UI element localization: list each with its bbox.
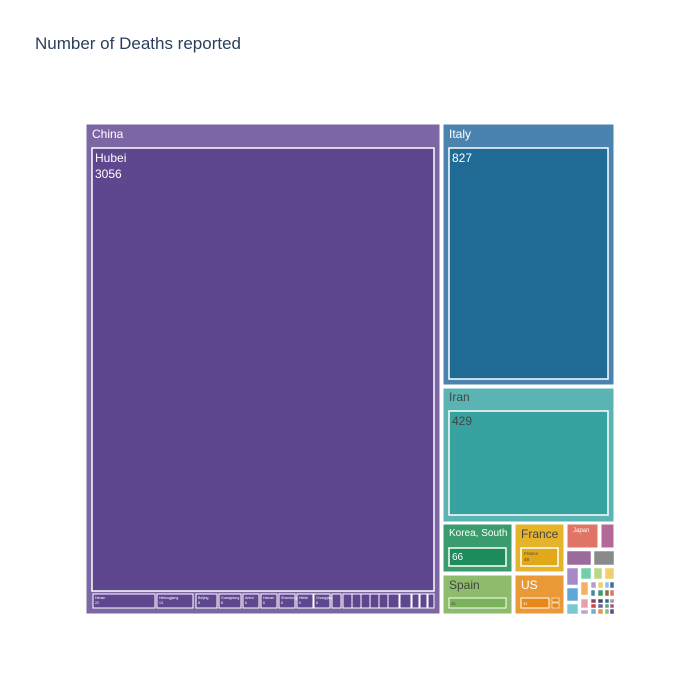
country-tile-minor-5[interactable] bbox=[580, 567, 592, 580]
region-label-heilongjiang: Heilongjiang bbox=[159, 596, 178, 600]
region-value-france: 48 bbox=[524, 557, 530, 562]
country-label-us: US bbox=[521, 578, 538, 592]
country-tile-minor-9[interactable] bbox=[580, 581, 589, 596]
country-tile-minor-1[interactable] bbox=[600, 523, 615, 549]
country-label-spain: Spain bbox=[449, 578, 480, 592]
region-tile-beijing[interactable] bbox=[195, 593, 218, 609]
region-value-hainan: 6 bbox=[263, 601, 265, 605]
region-tile-guangdong[interactable] bbox=[218, 593, 242, 609]
region-label-anhui: Anhui bbox=[245, 596, 254, 600]
country-label-korea-south: Korea, South bbox=[449, 528, 507, 539]
region-tile-hainan[interactable] bbox=[260, 593, 278, 609]
region-tile-minor-14[interactable] bbox=[378, 593, 389, 609]
region-tile-minor-12[interactable] bbox=[360, 593, 371, 609]
region-value-henan: 22 bbox=[95, 601, 99, 605]
country-tile-minor-29[interactable] bbox=[590, 608, 597, 615]
region-tile-heilongjiang[interactable] bbox=[156, 593, 194, 609]
country-tile-minor-10[interactable] bbox=[590, 581, 597, 589]
country-tile-minor-6[interactable] bbox=[593, 567, 603, 580]
region-tile-shandong[interactable] bbox=[278, 593, 296, 609]
region-tile-minor-15[interactable] bbox=[387, 593, 400, 609]
country-tile-minor-2[interactable] bbox=[566, 550, 592, 566]
country-tile-minor-22[interactable] bbox=[604, 598, 610, 604]
country-tile-minor-15[interactable] bbox=[597, 589, 604, 597]
country-tile-minor-20[interactable] bbox=[590, 598, 597, 604]
country-tile-minor-28[interactable] bbox=[580, 609, 589, 615]
region-value-hubei: 3056 bbox=[95, 167, 122, 181]
country-tile-minor-18[interactable] bbox=[566, 603, 579, 615]
country-label-iran: Iran bbox=[449, 390, 470, 404]
region-label-hebei: Hebei bbox=[299, 596, 308, 600]
region-label-shandong: Shandong bbox=[281, 596, 297, 600]
region-tile-us-3[interactable] bbox=[551, 602, 560, 609]
country-tile-minor-31[interactable] bbox=[604, 608, 610, 615]
country-tile-minor-27[interactable] bbox=[609, 603, 615, 609]
region-value-korea-south: 66 bbox=[452, 552, 464, 563]
region-value-us: 31 bbox=[523, 601, 528, 606]
region-value-italy: 827 bbox=[452, 151, 472, 165]
region-tile-minor-19[interactable] bbox=[427, 593, 435, 609]
country-tile-minor-4[interactable] bbox=[566, 567, 579, 586]
country-label-france: France bbox=[521, 527, 559, 541]
region-label-hubei: Hubei bbox=[95, 151, 126, 165]
region-tile-minor-13[interactable] bbox=[369, 593, 380, 609]
country-tile-minor-13[interactable] bbox=[609, 581, 615, 589]
region-tile-minor-17[interactable] bbox=[411, 593, 420, 609]
region-tile-minor-9[interactable] bbox=[331, 593, 342, 609]
region-value-heilongjiang: 13 bbox=[159, 601, 163, 605]
country-tile-minor-7[interactable] bbox=[604, 567, 615, 580]
country-tile-minor-25[interactable] bbox=[597, 603, 604, 609]
country-tile-minor-12[interactable] bbox=[604, 581, 610, 589]
region-tile-minor-16[interactable] bbox=[399, 593, 412, 609]
region-tile-hubei[interactable] bbox=[91, 147, 435, 592]
country-label-china: China bbox=[92, 127, 124, 141]
region-tile-henan[interactable] bbox=[92, 593, 156, 609]
country-tile-minor-3[interactable] bbox=[593, 550, 615, 566]
region-tile-korea-south[interactable] bbox=[448, 547, 507, 567]
region-tile-anhui[interactable] bbox=[242, 593, 260, 609]
country-tile-minor-30[interactable] bbox=[597, 608, 604, 615]
country-tile-minor-16[interactable] bbox=[604, 589, 610, 597]
chart-title: Number of Deaths reported bbox=[35, 34, 241, 53]
region-value-iran: 429 bbox=[452, 414, 472, 428]
region-label-beijing: Beijing bbox=[198, 596, 209, 600]
region-tile-france[interactable] bbox=[520, 547, 559, 567]
region-tile-spain[interactable] bbox=[448, 597, 507, 609]
country-tile-minor-19[interactable] bbox=[580, 598, 589, 609]
region-label-chongqing: Chongqing bbox=[316, 596, 333, 600]
country-tile-minor-17[interactable] bbox=[609, 589, 615, 597]
region-label-henan: Henan bbox=[95, 596, 105, 600]
region-value-hebei: 6 bbox=[299, 601, 301, 605]
region-value-chongqing: 6 bbox=[316, 601, 318, 605]
country-tile-minor-21[interactable] bbox=[597, 598, 604, 604]
region-value-anhui: 6 bbox=[245, 601, 247, 605]
region-label-france: France bbox=[524, 551, 539, 556]
region-tile-minor-11[interactable] bbox=[351, 593, 362, 609]
country-tile-minor-26[interactable] bbox=[604, 603, 610, 609]
country-tile-minor-32[interactable] bbox=[609, 608, 615, 615]
region-value-spain: 35 bbox=[451, 601, 456, 606]
country-tile-minor-24[interactable] bbox=[590, 603, 597, 609]
region-value-shandong: 6 bbox=[281, 601, 283, 605]
region-value-beijing: 8 bbox=[198, 601, 200, 605]
country-tile-japan[interactable] bbox=[566, 523, 599, 549]
region-tile-us-main[interactable] bbox=[520, 597, 550, 609]
region-tile-italy[interactable] bbox=[448, 147, 609, 380]
country-tile-minor-11[interactable] bbox=[597, 581, 604, 589]
region-tile-minor-18[interactable] bbox=[419, 593, 428, 609]
region-tile-minor-10[interactable] bbox=[342, 593, 353, 609]
region-tile-us-2[interactable] bbox=[551, 597, 560, 603]
country-tile-minor-14[interactable] bbox=[590, 589, 596, 597]
region-tile-iran[interactable] bbox=[448, 410, 609, 516]
region-label-hainan: Hainan bbox=[263, 596, 274, 600]
country-tile-minor-8[interactable] bbox=[566, 587, 579, 602]
region-tile-chongqing[interactable] bbox=[313, 593, 331, 609]
region-value-guangdong: 8 bbox=[221, 601, 223, 605]
region-tile-hebei[interactable] bbox=[296, 593, 314, 609]
country-label-japan: Japan bbox=[573, 528, 589, 534]
region-label-guangdong: Guangdong bbox=[221, 596, 239, 600]
country-tile-minor-23[interactable] bbox=[609, 598, 615, 604]
country-label-italy: Italy bbox=[449, 127, 471, 141]
